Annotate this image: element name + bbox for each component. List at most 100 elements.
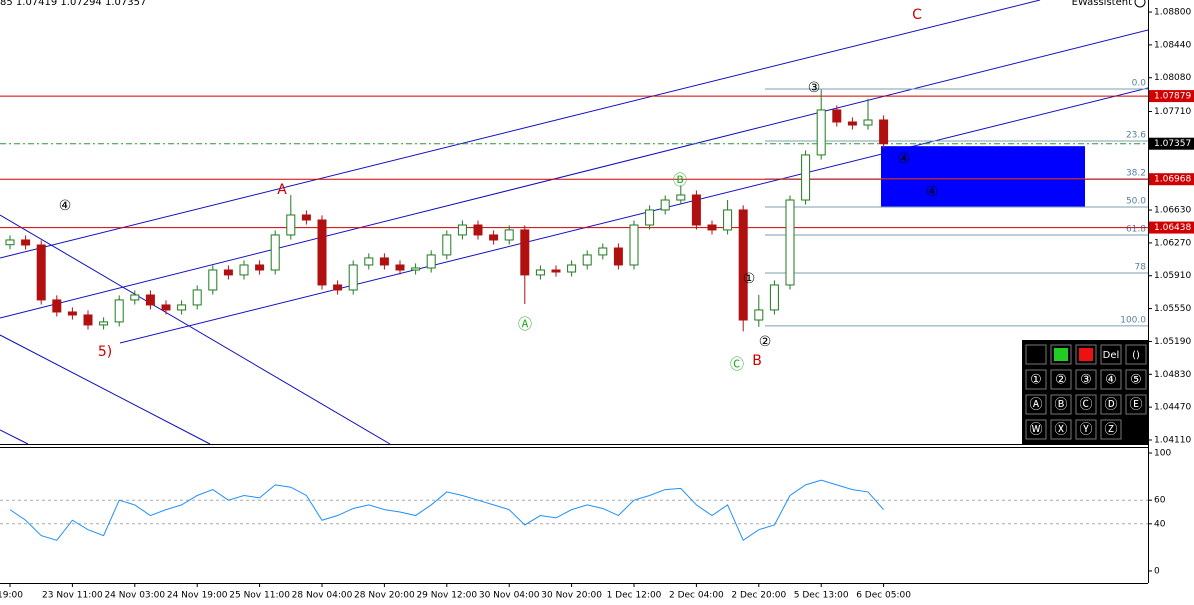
y-tick-label: 1.05910 xyxy=(1154,271,1191,281)
y-tick-label: 1.06270 xyxy=(1154,238,1191,248)
candle-body xyxy=(801,154,811,201)
panel-button-label: Ⓨ xyxy=(1079,423,1092,438)
panel-button-label: Del xyxy=(1103,350,1120,361)
panel-button-label: Ⓓ xyxy=(1104,398,1117,413)
wave-label: ① xyxy=(743,271,756,287)
y-tick-label: 1.04110 xyxy=(1154,435,1191,445)
wave-label: Ⓑ xyxy=(673,173,687,189)
x-tick-label: 28 Nov 20:00 xyxy=(354,591,415,601)
candle-body xyxy=(489,234,499,241)
candle-body xyxy=(457,224,467,236)
wave-label: Ⓒ xyxy=(730,357,744,373)
rsi-line xyxy=(9,479,884,542)
wave-label: C xyxy=(912,7,922,23)
candle-body xyxy=(769,284,779,311)
symbol-quote: 85 1.07419 1.07294 1.07357 xyxy=(0,0,146,8)
price-label: 1.06438 xyxy=(1154,223,1191,233)
channel-line xyxy=(0,0,1041,259)
candle-body xyxy=(426,254,436,269)
candle-body xyxy=(613,247,623,266)
fib-label: 100.0 xyxy=(1120,315,1146,325)
panel-button-label: ① xyxy=(1030,373,1042,388)
channel-lines xyxy=(0,0,1149,445)
panel-button[interactable] xyxy=(1050,369,1072,390)
y-tick-label: 40 xyxy=(1154,519,1166,529)
y-tick-label: 1.04830 xyxy=(1154,370,1191,380)
y-tick-label: 1.04470 xyxy=(1154,403,1191,413)
panel-button[interactable] xyxy=(1075,369,1097,390)
panel-button[interactable] xyxy=(1125,369,1147,390)
candle-body xyxy=(255,264,265,271)
y-tick-label: 60 xyxy=(1154,496,1166,506)
panel-button[interactable] xyxy=(1025,369,1047,390)
price-label-bg xyxy=(1149,90,1194,103)
fib-label: 61.8 xyxy=(1126,224,1146,234)
wave-label: A xyxy=(277,182,287,198)
color-red xyxy=(1079,348,1093,361)
channel-line xyxy=(0,334,211,445)
channel-line xyxy=(0,29,1149,319)
fib-label: 0.0 xyxy=(1132,78,1147,88)
candle-body xyxy=(36,244,46,301)
candle-body xyxy=(52,299,62,313)
y-tick-label: 0 xyxy=(1154,566,1160,576)
panel-button[interactable] xyxy=(1075,419,1097,440)
panel-button[interactable] xyxy=(1100,419,1122,440)
panel-button[interactable] xyxy=(1100,369,1122,390)
candle-body xyxy=(145,294,155,306)
candle-body xyxy=(223,269,233,276)
channel-line xyxy=(0,429,29,445)
panel-button[interactable] xyxy=(1100,394,1122,415)
x-tick-label: 29 Nov 12:00 xyxy=(416,591,477,601)
candle-body xyxy=(348,264,358,291)
candle-body xyxy=(629,224,639,266)
panel-button-label: Ⓑ xyxy=(1054,398,1067,413)
panel-button[interactable] xyxy=(1100,344,1122,365)
candle-body xyxy=(5,239,15,246)
candle-body xyxy=(816,109,826,156)
candle-body xyxy=(161,304,171,311)
candle-body xyxy=(785,199,795,286)
panel-button[interactable] xyxy=(1050,419,1072,440)
wave-label: Ⓐ xyxy=(518,317,532,333)
candle-body xyxy=(99,321,109,326)
candle-body xyxy=(177,304,187,311)
price-label: 1.07357 xyxy=(1154,139,1191,149)
panel-button-label: Ⓔ xyxy=(1129,398,1142,413)
target-zone xyxy=(881,146,1085,208)
close-icon[interactable] xyxy=(1134,0,1146,8)
wave-label: ② xyxy=(759,334,772,350)
candle-body xyxy=(114,299,124,323)
candle-body xyxy=(863,119,873,126)
y-tick-label: 1.05550 xyxy=(1154,304,1191,314)
wave-label: ④ xyxy=(926,184,939,200)
panel-button[interactable] xyxy=(1125,394,1147,415)
color-black[interactable] xyxy=(1025,344,1047,365)
ew-panel: Del () ① ② ③ ④ ⑤ Ⓐ Ⓑ Ⓒ Ⓓ Ⓔ Ⓦ Ⓧ Ⓨ Ⓩ xyxy=(1022,340,1148,444)
panel-button[interactable] xyxy=(1125,344,1147,365)
panel-button-label: Ⓐ xyxy=(1029,398,1042,413)
wave-label: ③ xyxy=(808,80,821,96)
y-tick-label: 1.06630 xyxy=(1154,206,1191,216)
candle-body xyxy=(270,234,280,271)
candle-body xyxy=(442,234,452,256)
panel-button[interactable] xyxy=(1050,394,1072,415)
panel-button-label: ⑤ xyxy=(1130,373,1142,388)
y-tick-label: 1.07710 xyxy=(1154,107,1191,117)
panel-button-label: Ⓦ xyxy=(1029,423,1042,438)
candle-body xyxy=(333,284,343,291)
fib-label: 50.0 xyxy=(1126,196,1146,206)
panel-button[interactable] xyxy=(1075,394,1097,415)
panel-button-label: Ⓩ xyxy=(1104,423,1117,438)
panel-button[interactable] xyxy=(1025,419,1047,440)
candle-body xyxy=(130,294,140,301)
candle-body xyxy=(83,314,93,326)
x-tick-label: 5 Dec 13:00 xyxy=(794,591,849,601)
panel-button-label: ④ xyxy=(1105,373,1117,388)
panel-button[interactable] xyxy=(1025,394,1047,415)
candle-body xyxy=(676,194,686,201)
candle-body xyxy=(411,267,421,271)
x-tick-label: 24 Nov 03:00 xyxy=(104,591,165,601)
candle-body xyxy=(379,257,389,266)
